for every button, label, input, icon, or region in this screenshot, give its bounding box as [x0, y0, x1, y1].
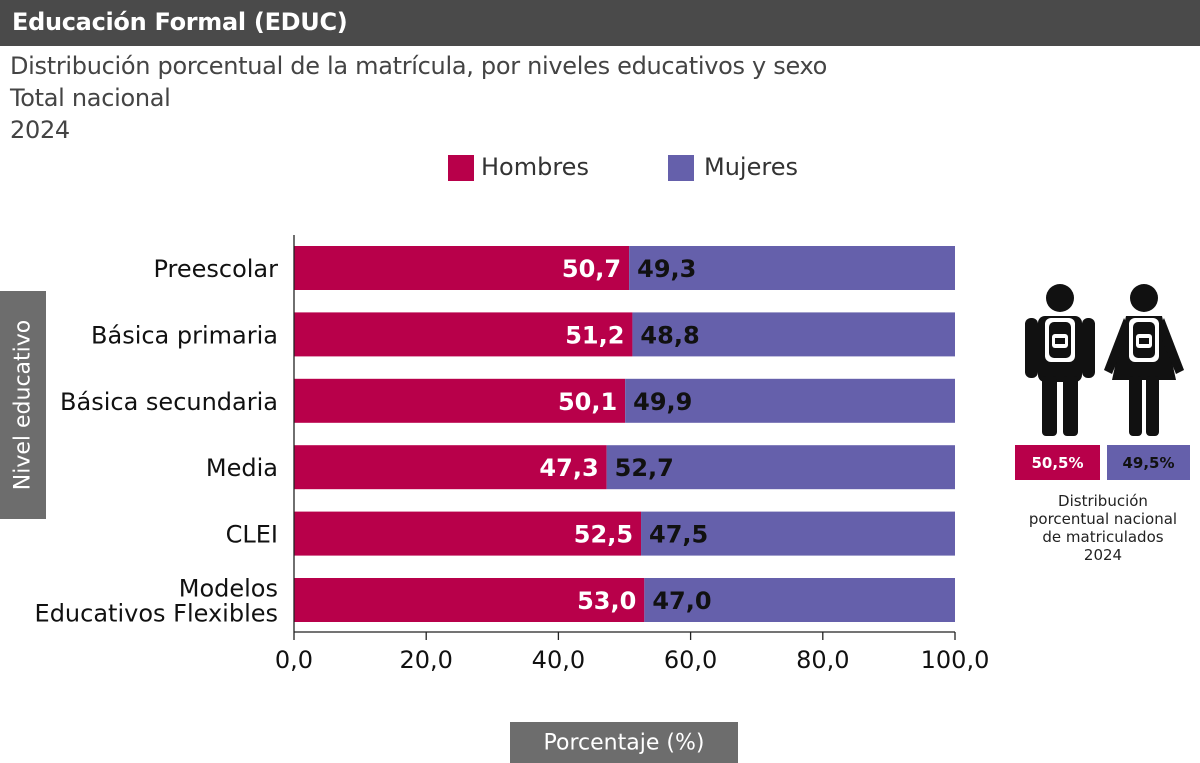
data-label-hombres-2: 50,1 — [558, 388, 617, 416]
header-bar: Educación Formal (EDUC) — [0, 0, 1200, 46]
data-label-mujeres-4: 47,5 — [649, 521, 708, 549]
bars-group: 50,7 49,3 51,2 48,8 50,1 49,9 47,3 52,7 52,5 47,5… — [294, 246, 955, 622]
page-title: Educación Formal (EDUC) — [12, 8, 348, 36]
category-label-5-0: Modelos — [179, 575, 278, 603]
national-hombres-value: 50,5% — [1031, 454, 1084, 472]
data-label-mujeres-5: 47,0 — [652, 587, 711, 615]
data-label-hombres-3: 47,3 — [539, 454, 598, 482]
bar-mujeres-5 — [644, 578, 955, 622]
bar-mujeres-2 — [625, 378, 955, 423]
data-label-mujeres-2: 49,9 — [633, 388, 692, 416]
data-label-mujeres-3: 52,7 — [615, 454, 674, 482]
national-caption: Distribución porcentual nacional de matr… — [1010, 492, 1196, 564]
x-tick-label-2: 40,0 — [532, 646, 585, 674]
bar-hombres-3 — [294, 445, 607, 490]
national-mujeres-value: 49,5% — [1122, 454, 1175, 472]
bar-mujeres-0 — [629, 246, 955, 290]
national-mujeres-badge: 49,5% — [1107, 445, 1190, 480]
caption-line-3: de matriculados — [1042, 528, 1164, 546]
subtitle-line-1: Distribución porcentual de la matrícula,… — [10, 52, 828, 80]
data-label-hombres-0: 50,7 — [562, 255, 621, 283]
caption-line-2: porcentual nacional — [1028, 510, 1178, 528]
female-student-icon — [1104, 284, 1184, 436]
x-tick-label-3: 60,0 — [664, 646, 717, 674]
national-hombres-badge: 50,5% — [1015, 445, 1100, 480]
category-label-0-0: Preescolar — [153, 255, 278, 283]
subtitle-line-3: 2024 — [10, 116, 70, 144]
data-label-hombres-4: 52,5 — [574, 521, 633, 549]
bar-hombres-0 — [294, 246, 630, 290]
category-label-2-0: Básica secundaria — [60, 388, 278, 416]
x-axis-label: Porcentaje (%) — [543, 730, 705, 756]
category-label-4-0: CLEI — [226, 521, 278, 549]
bar-mujeres-4 — [641, 511, 955, 556]
category-label-3-0: Media — [206, 454, 278, 482]
icons-group — [1025, 284, 1184, 436]
y-axis-label-box — [0, 291, 46, 519]
bar-hombres-1 — [294, 312, 633, 357]
data-label-mujeres-0: 49,3 — [637, 255, 696, 283]
bar-hombres-2 — [294, 378, 626, 423]
legend-swatch-hombres — [448, 155, 474, 181]
category-label-5-1: Educativos Flexibles — [35, 600, 278, 628]
bar-mujeres-1 — [632, 312, 955, 357]
category-label-1-0: Básica primaria — [91, 321, 278, 349]
x-tick-label-5: 100,0 — [921, 646, 990, 674]
legend-label-hombres: Hombres — [481, 153, 589, 181]
data-label-hombres-1: 51,2 — [565, 321, 624, 349]
x-axis-label-box — [510, 722, 738, 763]
legend-label-mujeres: Mujeres — [704, 153, 798, 181]
bar-hombres-4 — [294, 511, 642, 556]
data-label-mujeres-1: 48,8 — [640, 321, 699, 349]
bar-mujeres-3 — [606, 445, 955, 490]
data-label-hombres-5: 53,0 — [577, 587, 636, 615]
x-tick-label-0: 0,0 — [275, 646, 313, 674]
x-tick-label-1: 20,0 — [399, 646, 452, 674]
subtitle-line-2: Total nacional — [10, 84, 171, 112]
caption-line-4: 2024 — [1083, 546, 1123, 564]
bar-hombres-5 — [294, 578, 645, 622]
x-tick-label-4: 80,0 — [796, 646, 849, 674]
male-student-icon — [1025, 284, 1095, 436]
axes-group: Preescolar Básica primaria Básica secundar… — [35, 235, 990, 674]
legend-swatch-mujeres — [668, 155, 694, 181]
caption-line-1: Distribución — [1058, 492, 1148, 510]
